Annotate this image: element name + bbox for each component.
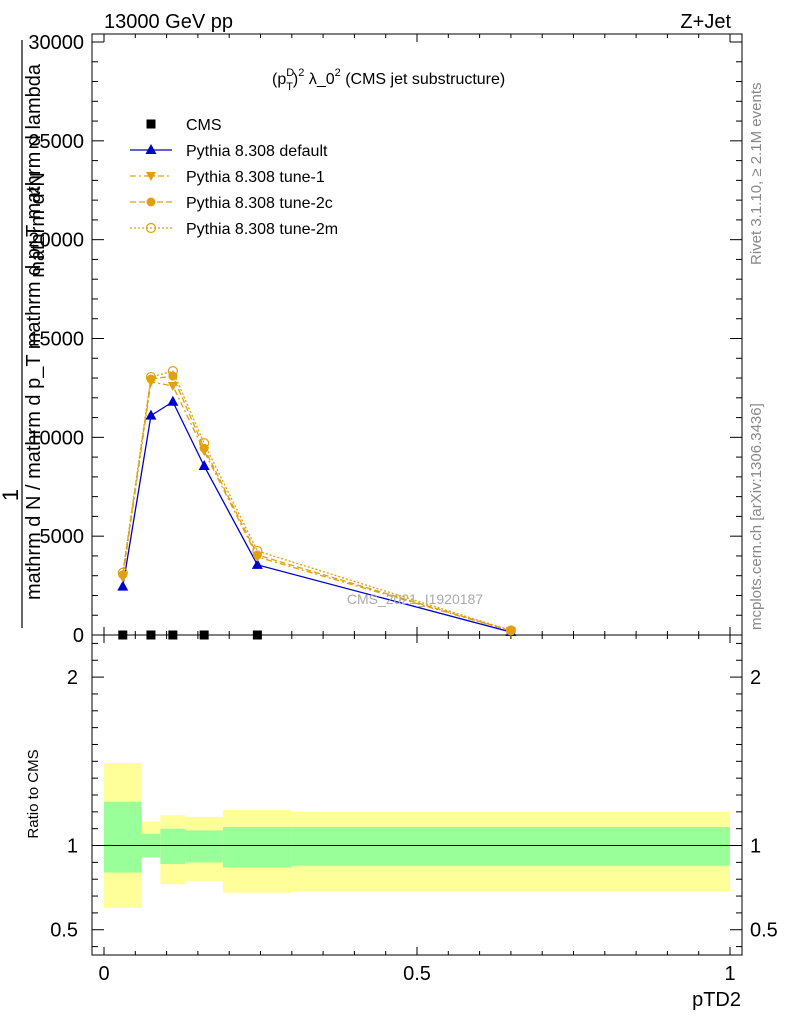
legend-marker — [146, 119, 156, 129]
data-point-series-1 — [251, 558, 263, 569]
y-tick-label: 5000 — [40, 526, 85, 548]
header-energy-label: 13000 GeV pp — [104, 11, 233, 33]
series-layer — [117, 366, 517, 640]
data-point-series-4 — [117, 567, 128, 578]
y-tick-label: 15000 — [28, 329, 84, 351]
data-point-series-0 — [168, 630, 178, 640]
y-tick-label: 0 — [73, 625, 84, 647]
data-point-series-0 — [252, 630, 262, 640]
y-tick-label: 25000 — [28, 131, 84, 153]
data-point-series-0 — [199, 630, 209, 640]
data-point-series-2 — [167, 381, 178, 391]
analysis-watermark: CMS_2021_I1920187 — [347, 591, 483, 607]
data-point-series-1 — [117, 580, 129, 591]
rivet-version-label: Rivet 3.1.10, ≥ 2.1M events — [748, 83, 765, 266]
series-line-2 — [122, 381, 512, 632]
data-point-series-4 — [167, 366, 178, 377]
legend-marker — [146, 172, 156, 181]
ratio-ylabel: Ratio to CMS — [25, 749, 42, 838]
data-point-series-0 — [118, 630, 128, 640]
legend-label: Pythia 8.308 tune-1 — [186, 169, 325, 186]
y-tick-label: 10000 — [28, 427, 84, 449]
y-tick-label: 20000 — [28, 230, 84, 252]
y-tick-label: 30000 — [28, 32, 84, 54]
data-point-series-0 — [146, 630, 156, 640]
ratio-band-inner — [185, 830, 223, 863]
ratio-band-inner — [104, 801, 142, 873]
legend-marker — [145, 222, 157, 234]
xlabel: pTD2 — [692, 989, 741, 1011]
legend-marker — [145, 144, 157, 154]
legend-marker — [146, 197, 156, 207]
series-line-3 — [122, 375, 512, 632]
ratio-uncertainty-bands — [92, 763, 742, 908]
data-point-series-4 — [505, 625, 516, 636]
data-point-series-4 — [145, 371, 157, 383]
ylabel-denominator: mathrm d N / mathrm d p_T mathrm d p_T m… — [23, 63, 45, 600]
ratio-band-inner — [160, 828, 186, 865]
ylabel-numerator: mathrm d²N — [27, 172, 49, 278]
legend-label: CMS — [186, 117, 222, 134]
axes-ticks: 0 0.5 1 0 5000 10000 15000 20000 25000 30000 0.5 0.… — [28, 32, 777, 985]
data-point-series-1 — [198, 459, 210, 470]
ratio-tick-label-left: 2 — [67, 667, 78, 689]
data-point-series-1 — [145, 409, 157, 420]
ratio-plot-frame — [91, 634, 743, 956]
legend-label: Pythia 8.308 tune-2c — [186, 195, 333, 212]
x-tick-label: 0 — [98, 963, 109, 985]
plot-title: (pD T)2 λ_02 (CMS jet substructure) — [272, 67, 505, 93]
ratio-tick-label-left: 1 — [67, 836, 78, 858]
x-tick-label: 1 — [724, 963, 735, 985]
series-line-4 — [122, 370, 512, 632]
header-process-label: Z+Jet — [680, 11, 731, 33]
legend-label: Pythia 8.308 default — [186, 143, 328, 160]
data-point-series-3 — [506, 626, 516, 636]
series-line-1 — [122, 400, 512, 633]
ratio-tick-label-right: 2 — [750, 667, 761, 689]
ratio-band-inner — [291, 827, 730, 866]
ratio-band-inner — [222, 827, 292, 868]
legend: CMS Pythia 8.308 default Pythia 8.308 tune… — [130, 117, 338, 238]
data-point-series-1 — [167, 395, 179, 406]
ratio-tick-label-left: 0.5 — [50, 920, 78, 942]
ratio-tick-label-right: 1 — [750, 836, 761, 858]
ratio-tick-label-right: 0.5 — [750, 920, 778, 942]
mcplots-source-label: mcplots.cern.ch [arXiv:1306.3436] — [748, 403, 765, 630]
ylabel-one: 1 — [0, 489, 23, 501]
x-tick-label: 0.5 — [403, 963, 431, 985]
legend-label: Pythia 8.308 tune-2m — [186, 221, 338, 238]
data-point-series-4 — [252, 545, 263, 557]
data-point-series-4 — [199, 438, 210, 449]
